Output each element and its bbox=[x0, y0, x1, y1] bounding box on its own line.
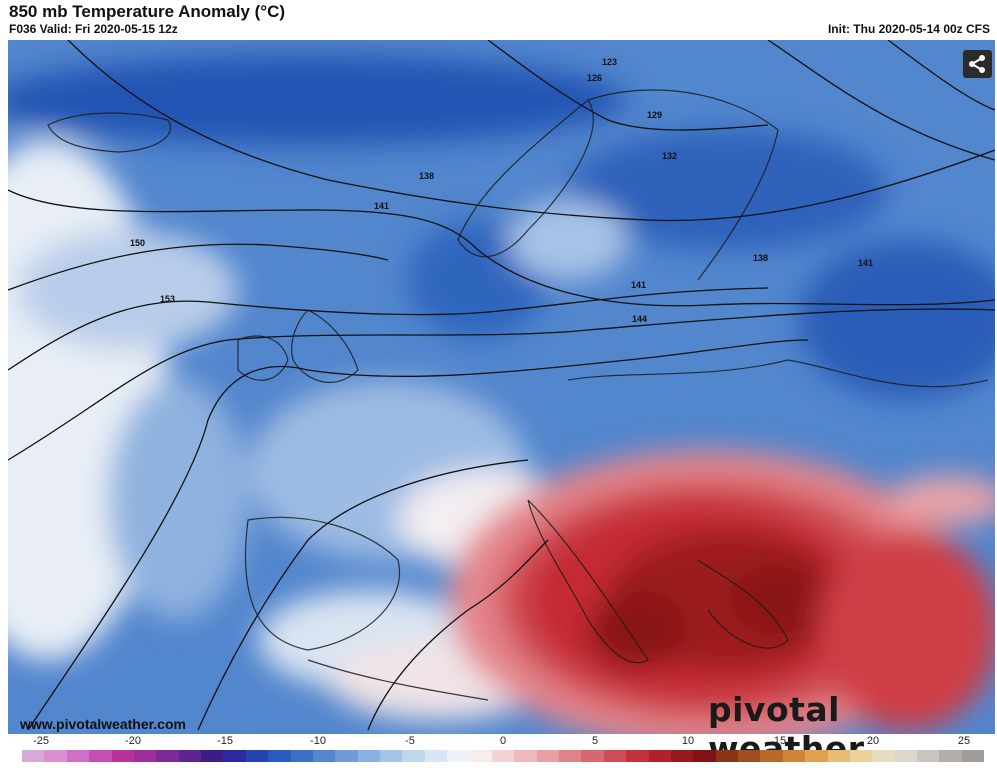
colorbar-swatch bbox=[648, 750, 671, 762]
colorbar-swatch bbox=[447, 750, 470, 762]
colorbar-tick: -20 bbox=[125, 735, 141, 747]
colorbar-tick: -25 bbox=[33, 735, 49, 747]
colorbar-tick: 25 bbox=[957, 735, 971, 747]
colorbar-tick: -10 bbox=[310, 735, 326, 747]
contour-label: 141 bbox=[631, 280, 646, 290]
contour-label: 141 bbox=[374, 201, 389, 211]
colorbar-swatch bbox=[738, 750, 761, 762]
contour-label: 129 bbox=[647, 110, 662, 120]
contour-label: 132 bbox=[662, 151, 677, 161]
colorbar-swatch bbox=[223, 750, 246, 762]
colorbar-swatch bbox=[715, 750, 738, 762]
contour-label-group: 123 126 129 132 138 138 141 141 141 144 … bbox=[130, 57, 873, 324]
colorbar-swatch bbox=[335, 750, 358, 762]
anomaly-map[interactable]: 123 126 129 132 138 138 141 141 141 144 … bbox=[8, 40, 995, 734]
anomaly-field bbox=[8, 55, 995, 734]
colorbar-swatch bbox=[559, 750, 582, 762]
colorbar-tick: 10 bbox=[681, 735, 695, 747]
share-button[interactable] bbox=[963, 50, 992, 78]
colorbar-swatch bbox=[670, 750, 694, 762]
colorbar-swatch bbox=[201, 750, 224, 762]
colorbar-swatch bbox=[760, 750, 783, 762]
contour-label: 138 bbox=[419, 171, 434, 181]
colorbar-swatch bbox=[693, 750, 716, 762]
colorbar-swatch bbox=[44, 750, 67, 762]
contour-label: 150 bbox=[130, 238, 145, 248]
colorbar-tick: -15 bbox=[217, 735, 233, 747]
colorbar-swatch bbox=[849, 750, 873, 762]
colorbar-swatch bbox=[380, 750, 403, 762]
colorbar-swatch bbox=[782, 750, 806, 762]
init-time: Init: Thu 2020-05-14 00z CFS bbox=[827, 22, 990, 36]
colorbar-swatch bbox=[894, 750, 917, 762]
colorbar-swatch bbox=[357, 750, 380, 762]
site-url[interactable]: www.pivotalweather.com bbox=[20, 716, 186, 732]
colorbar-swatch bbox=[939, 750, 962, 762]
contour-label: 141 bbox=[858, 258, 873, 268]
colorbar-swatch bbox=[581, 750, 604, 762]
colorbar-tick: 15 bbox=[773, 735, 787, 747]
colorbar-swatch bbox=[111, 750, 134, 762]
colorbar-swatch bbox=[872, 750, 895, 762]
colorbar-swatch bbox=[514, 750, 537, 762]
colorbar-swatch bbox=[917, 750, 940, 762]
share-icon bbox=[969, 55, 985, 73]
map-header: 850 mb Temperature Anomaly (°C) F036 Val… bbox=[0, 0, 997, 40]
colorbar-swatch bbox=[402, 750, 425, 762]
colorbar-swatch bbox=[626, 750, 649, 762]
colorbar-labels: -25 -20 -15 -10 -5 0 5 10 15 20 25 bbox=[0, 735, 997, 749]
colorbar-swatch bbox=[961, 750, 985, 762]
colorbar-swatch bbox=[536, 750, 559, 762]
colorbar-swatch bbox=[178, 750, 201, 762]
colorbar-swatch bbox=[469, 750, 492, 762]
colorbar-swatch bbox=[805, 750, 828, 762]
map-title: 850 mb Temperature Anomaly (°C) bbox=[9, 2, 286, 21]
colorbar-swatch bbox=[245, 750, 269, 762]
colorbar bbox=[22, 750, 985, 762]
valid-time: F036 Valid: Fri 2020-05-15 12z bbox=[9, 22, 178, 36]
colorbar-swatch bbox=[424, 750, 448, 762]
contour-label: 138 bbox=[753, 253, 768, 263]
contour-label: 144 bbox=[632, 314, 647, 324]
colorbar-tick: -5 bbox=[405, 735, 415, 747]
contour-label: 123 bbox=[602, 57, 617, 67]
height-contours bbox=[8, 40, 995, 731]
colorbar-swatch bbox=[491, 750, 515, 762]
contour-label: 126 bbox=[587, 73, 602, 83]
colorbar-swatch bbox=[603, 750, 627, 762]
colorbar-swatch bbox=[66, 750, 90, 762]
coastlines bbox=[47, 89, 989, 701]
colorbar-tick: 20 bbox=[866, 735, 880, 747]
colorbar-tick: 0 bbox=[499, 735, 507, 747]
colorbar-swatch bbox=[827, 750, 850, 762]
colorbar-swatch bbox=[312, 750, 336, 762]
map-canvas: 123 126 129 132 138 138 141 141 141 144 … bbox=[8, 40, 995, 734]
colorbar-swatch bbox=[156, 750, 179, 762]
colorbar-swatch bbox=[89, 750, 112, 762]
colorbar-swatch bbox=[268, 750, 291, 762]
contour-label: 153 bbox=[160, 294, 175, 304]
colorbar-swatch bbox=[133, 750, 157, 762]
colorbar-swatch bbox=[22, 750, 45, 762]
colorbar-swatch bbox=[290, 750, 313, 762]
colorbar-tick: 5 bbox=[591, 735, 599, 747]
